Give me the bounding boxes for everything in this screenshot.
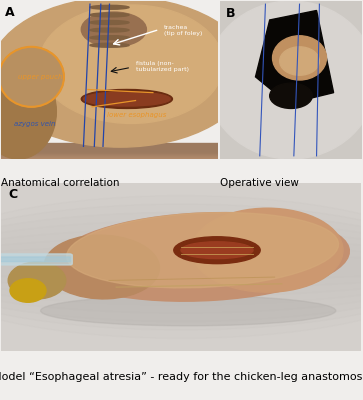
Ellipse shape (90, 5, 129, 9)
Ellipse shape (0, 212, 363, 322)
Ellipse shape (0, 196, 363, 338)
FancyBboxPatch shape (0, 257, 70, 262)
FancyBboxPatch shape (0, 254, 72, 265)
Ellipse shape (67, 212, 339, 288)
Ellipse shape (41, 296, 336, 326)
Ellipse shape (44, 235, 159, 299)
Bar (1, 146, 218, 154)
Bar (1, 149, 218, 157)
Ellipse shape (83, 92, 170, 106)
Bar (1, 150, 218, 158)
Bar (1, 150, 218, 158)
Bar (1, 143, 218, 151)
Bar (1, 148, 218, 156)
Ellipse shape (0, 204, 363, 330)
Text: azygos vein: azygos vein (14, 121, 56, 127)
Bar (1, 149, 218, 156)
Ellipse shape (0, 246, 363, 288)
Ellipse shape (90, 28, 129, 32)
Text: B: B (226, 7, 235, 20)
Ellipse shape (280, 47, 319, 75)
Ellipse shape (39, 5, 223, 124)
Ellipse shape (273, 36, 326, 80)
Ellipse shape (181, 242, 253, 258)
Polygon shape (256, 10, 334, 104)
Ellipse shape (10, 279, 46, 302)
Ellipse shape (90, 20, 129, 24)
Ellipse shape (90, 43, 129, 47)
Text: fistula (non-
tubularized part): fistula (non- tubularized part) (135, 61, 188, 72)
Ellipse shape (0, 64, 56, 159)
Ellipse shape (81, 12, 146, 47)
Ellipse shape (174, 237, 260, 264)
Text: Anatomical correlation: Anatomical correlation (1, 178, 119, 188)
Text: upper pouch: upper pouch (19, 74, 63, 80)
Text: lower esophagus: lower esophagus (107, 112, 167, 118)
Bar (1, 150, 218, 157)
Ellipse shape (0, 221, 363, 313)
Ellipse shape (90, 13, 129, 17)
Text: C: C (8, 188, 17, 201)
Bar (1, 147, 218, 155)
Bar (1, 147, 218, 155)
Text: trachea
(tip of foley): trachea (tip of foley) (164, 25, 202, 36)
Ellipse shape (0, 229, 363, 305)
Bar (1, 151, 218, 158)
Text: A: A (5, 6, 15, 19)
Ellipse shape (192, 208, 343, 292)
Bar (1, 146, 218, 154)
Ellipse shape (81, 90, 172, 108)
Bar (1, 145, 218, 153)
Bar (1, 148, 218, 156)
Ellipse shape (90, 36, 129, 40)
Ellipse shape (8, 262, 66, 299)
Text: Operative view: Operative view (220, 178, 299, 188)
Bar (1, 144, 218, 152)
Ellipse shape (270, 83, 312, 108)
Ellipse shape (0, 0, 250, 147)
Bar (1, 151, 218, 159)
Ellipse shape (0, 238, 363, 296)
Ellipse shape (0, 254, 363, 280)
Bar (1, 144, 218, 152)
Ellipse shape (0, 47, 64, 107)
Ellipse shape (206, 1, 363, 159)
Ellipse shape (56, 213, 349, 301)
Bar (1, 146, 218, 154)
Bar (1, 145, 218, 153)
Text: Model “Esophageal atresia” - ready for the chicken-leg anastomosis: Model “Esophageal atresia” - ready for t… (0, 372, 363, 382)
Bar (1, 144, 218, 152)
